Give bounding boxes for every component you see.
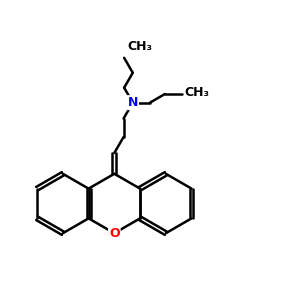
Text: O: O	[109, 227, 120, 240]
Text: CH₃: CH₃	[184, 86, 209, 99]
Text: CH₃: CH₃	[128, 40, 153, 53]
Text: N: N	[128, 96, 138, 109]
